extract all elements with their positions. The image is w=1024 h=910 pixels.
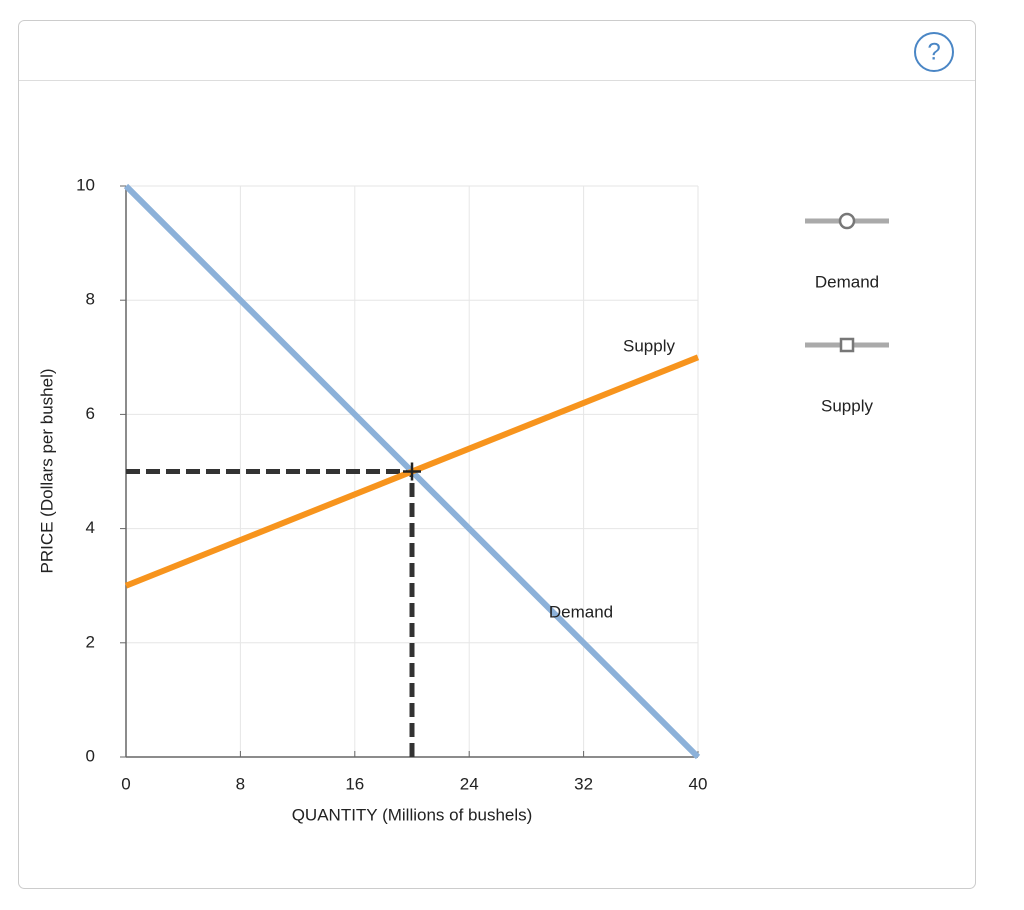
x-tick-label: 32 [574,774,593,793]
legend-marker [839,337,855,353]
x-tick-label: 0 [121,774,130,793]
line-label: Supply [623,336,675,355]
legend-marker [838,212,856,230]
help-circle[interactable] [914,32,954,72]
x-tick-label: 24 [460,774,479,793]
help-button[interactable]: ? [914,32,954,72]
y-tick-label: 2 [86,632,95,651]
y-tick-label: 0 [86,746,95,765]
legend-label: Supply [821,396,873,415]
x-axis-label: QUANTITY (Millions of bushels) [292,805,533,824]
help-icon[interactable]: ? [927,38,940,65]
y-tick-label: 8 [86,290,95,309]
y-tick-label: 6 [86,404,95,423]
y-axis-label: PRICE (Dollars per bushel) [37,368,56,573]
x-tick-label: 8 [236,774,245,793]
x-tick-label: 16 [345,774,364,793]
equilibrium-marker [403,462,421,481]
y-tick-label: 4 [86,518,95,537]
y-tick-label: 10 [76,175,95,194]
x-tick-label: 40 [689,774,708,793]
panel [18,20,976,889]
line-label: Demand [549,602,613,621]
legend-label: Demand [815,272,879,291]
